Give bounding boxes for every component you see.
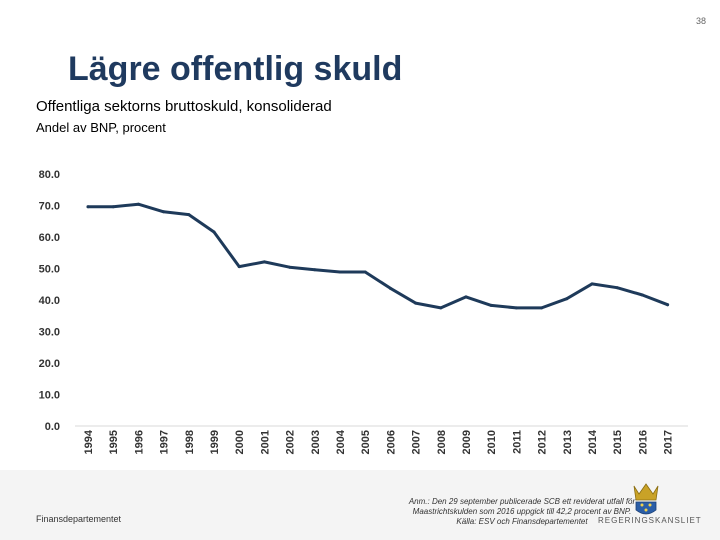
data-point-1995: [111, 205, 115, 209]
data-point-2001: [262, 260, 266, 264]
y-tick-label: 0.0: [45, 421, 60, 433]
x-tick-label: 2015: [612, 430, 624, 454]
page-number: 38: [695, 16, 706, 26]
crown-emblem-icon: [633, 483, 659, 515]
y-tick-label: 50.0: [39, 264, 60, 276]
data-point-2013: [565, 297, 569, 301]
x-tick-label: 2013: [562, 430, 574, 454]
y-tick-label: 40.0: [39, 295, 60, 307]
x-tick-label: 1995: [108, 430, 120, 454]
x-tick-label: 2008: [436, 430, 448, 454]
regeringskansliet-logo: REGERINGSKANSLIET: [598, 478, 702, 530]
x-tick-label: 2010: [486, 430, 498, 454]
x-tick-label: 2014: [587, 429, 599, 454]
x-tick-label: 2011: [511, 430, 523, 454]
x-tick-label: 2009: [461, 430, 473, 454]
x-tick-label: 2012: [537, 430, 549, 454]
series-line-bruttoskuld: [86, 202, 670, 310]
footnote: Anm.: Den 29 september publicerade SCB e…: [362, 497, 682, 527]
data-point-2017: [666, 303, 670, 307]
data-point-2003: [313, 268, 317, 272]
data-point-2011: [514, 306, 518, 310]
data-point-1999: [212, 230, 216, 234]
data-point-1994: [86, 205, 90, 209]
source-note: Källa: ESV och Finansdepartementet: [456, 517, 588, 526]
data-point-2009: [464, 295, 468, 299]
y-tick-label: 80.0: [39, 169, 60, 181]
x-tick-label: 1999: [209, 430, 221, 454]
x-tick-label: 1994: [83, 429, 95, 454]
footer-band: [0, 470, 720, 540]
data-point-2006: [388, 286, 392, 290]
data-point-2016: [640, 293, 644, 297]
y-tick-label: 70.0: [39, 201, 60, 213]
x-tick-label: 2003: [310, 430, 322, 454]
slide-title: Lägre offentlig skuld: [68, 50, 403, 88]
logo-text: REGERINGSKANSLIET: [598, 516, 702, 525]
y-tick-label: 60.0: [39, 232, 60, 244]
x-tick-label: 2017: [663, 430, 675, 454]
department-name: Finansdepartementet: [36, 514, 122, 524]
data-point-2014: [590, 282, 594, 286]
x-tick-label: 2005: [360, 430, 372, 454]
footnote-line-1: Anm.: Den 29 september publicerade SCB e…: [408, 497, 636, 506]
chart-subtitle: Offentliga sektorns bruttoskuld, konsoli…: [36, 98, 332, 115]
data-point-1998: [187, 213, 191, 217]
data-point-1997: [162, 210, 166, 214]
data-point-2007: [414, 301, 418, 305]
x-tick-label: 2007: [411, 430, 423, 454]
x-tick-label: 2000: [234, 430, 246, 454]
data-point-2015: [615, 286, 619, 290]
data-point-2010: [489, 303, 493, 307]
x-tick-label: 2004: [335, 429, 347, 454]
data-point-2005: [363, 270, 367, 274]
data-point-2000: [237, 265, 241, 269]
footnote-line-2: Maastrichtskulden som 2016 uppgick till …: [412, 507, 632, 516]
series-points: [86, 202, 670, 310]
x-tick-label: 1998: [184, 430, 196, 454]
x-tick-label: 2006: [385, 430, 397, 454]
x-tick-label: 2001: [259, 430, 271, 454]
data-point-2012: [540, 306, 544, 310]
data-point-2004: [338, 270, 342, 274]
y-axis: 0.0 10.0 20.0 30.0 40.0 50.0 60.0 70.0 80.0: [39, 169, 60, 433]
x-tick-label: 1996: [133, 430, 145, 454]
y-tick-label: 10.0: [39, 390, 60, 402]
x-tick-label: 2016: [637, 430, 649, 454]
y-tick-label: 30.0: [39, 327, 60, 339]
x-tick-label: 2002: [285, 430, 297, 454]
x-tick-label: 1997: [159, 430, 171, 454]
data-point-2008: [439, 306, 443, 310]
chart-unit-label: Andel av BNP, procent: [36, 120, 166, 135]
debt-line-chart: 0.0 10.0 20.0 30.0 40.0 50.0 60.0 70.0 80.0 1994…: [39, 169, 688, 454]
x-axis: 1994 1995 1996 1997 1998 1999 2000 2001 2002 2003…: [83, 429, 675, 454]
data-point-2002: [288, 265, 292, 269]
data-point-1996: [136, 202, 140, 206]
y-tick-label: 20.0: [39, 358, 60, 370]
